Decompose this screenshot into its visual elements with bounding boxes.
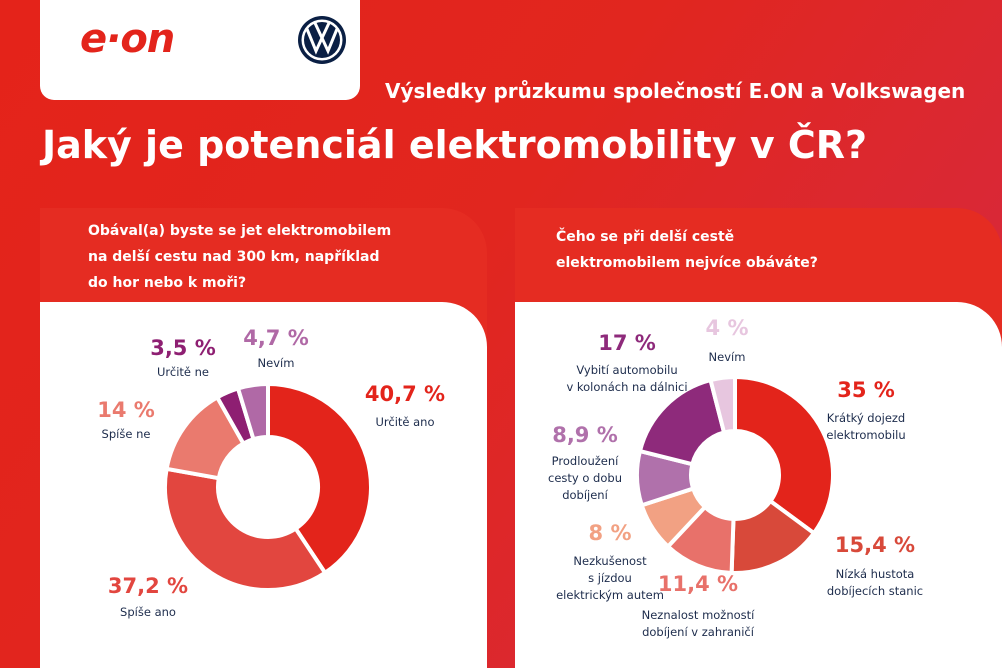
value-label: 15,4 % [834,533,916,557]
value-label: 4 % [705,316,749,340]
chart-question: Čeho se při delší cestě elektromobilem n… [556,229,818,271]
panel-body [515,302,1002,668]
category-label: Krátký dojezd elektromobilu [826,411,906,442]
category-label: Nevím [708,350,746,364]
value-label: 37,2 % [107,574,189,598]
subtitle: Výsledky průzkumu společností E.ON a Vol… [385,79,966,103]
value-label: 35 % [837,378,895,402]
logo-box: e·on [40,0,360,100]
category-label: Nezkušenost s jízdou elektrickým autem [556,554,664,602]
value-label: 14 % [97,398,155,422]
value-label: 17 % [598,331,656,355]
category-label: Nevím [257,356,295,370]
panel [40,208,487,668]
logo: e·on [80,16,175,62]
category-label: Neznalost možností dobíjení v zahraničí [641,608,755,639]
category-label: Nízká hustota dobíjecích stanic [826,567,924,598]
category-label: Vybití automobilu v kolonách na dálnici [566,363,688,394]
category-label: Určitě ne [156,365,210,379]
category-label: Určitě ano [375,415,435,429]
value-label: 4,7 % [243,326,309,350]
slice [163,466,328,592]
value-label: 3,5 % [150,336,216,360]
vw-logo [298,16,346,64]
value-label: 8,9 % [552,423,618,447]
slice [733,374,835,536]
slice [235,381,270,442]
panel-body [40,302,487,668]
title: Jaký je potenciál elektromobility v ČR? [42,123,868,167]
slice [708,374,737,435]
category-label: Spíše ne [101,427,151,441]
category-label: Prodloužení cesty o dobu dobíjení [548,454,622,502]
category-label: Spíše ano [120,605,176,619]
value-label: 40,7 % [364,382,446,406]
slice [266,381,373,576]
chart-question: Obával(a) byste se jet elektromobilem na… [88,223,392,291]
value-label: 11,4 % [657,572,739,596]
value-label: 8 % [588,521,632,545]
